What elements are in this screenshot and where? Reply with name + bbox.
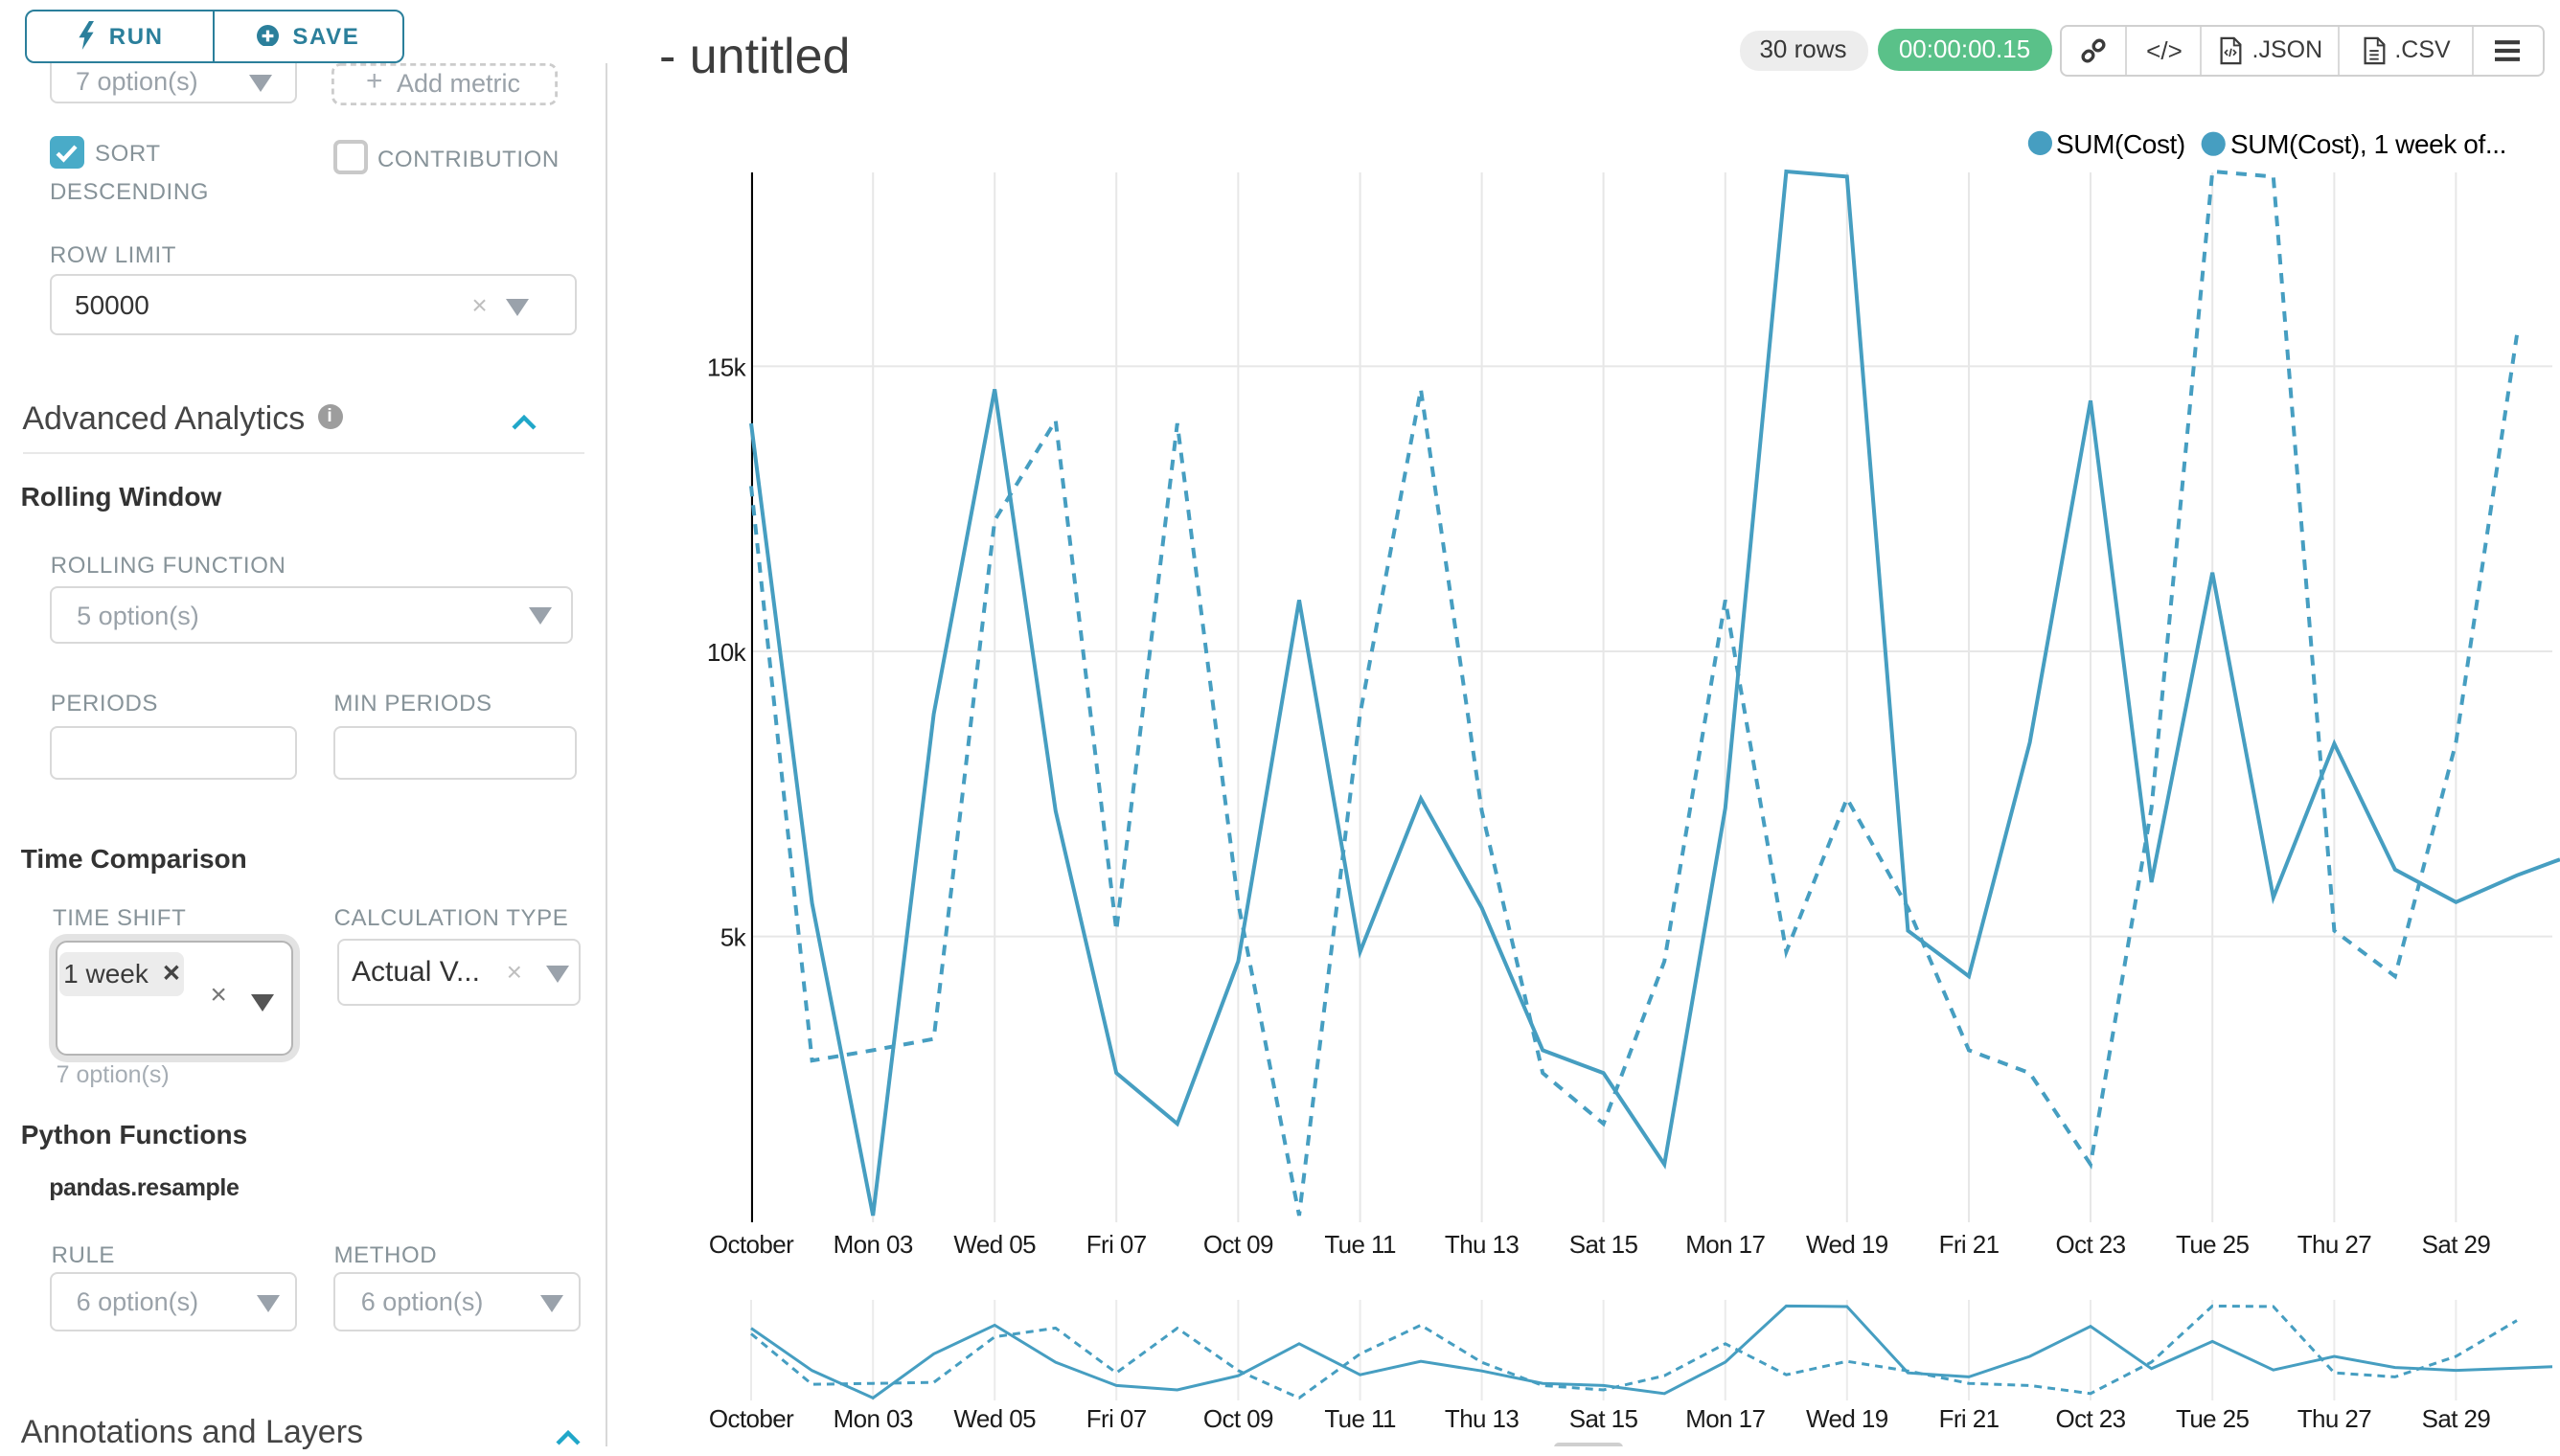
svg-text:Oct 09: Oct 09 (1203, 1404, 1273, 1433)
svg-text:Mon 03: Mon 03 (834, 1230, 913, 1259)
svg-text:Mon 03: Mon 03 (834, 1404, 913, 1433)
svg-text:Tue 11: Tue 11 (1324, 1404, 1396, 1433)
svg-text:5k: 5k (720, 923, 747, 952)
svg-text:Thu 27: Thu 27 (2297, 1230, 2371, 1259)
svg-text:Fri 21: Fri 21 (1939, 1404, 2000, 1433)
svg-text:Sat 29: Sat 29 (2422, 1404, 2491, 1433)
svg-text:Sat 29: Sat 29 (2422, 1230, 2491, 1259)
svg-text:Sat 15: Sat 15 (1569, 1404, 1638, 1433)
svg-text:Thu 13: Thu 13 (1445, 1230, 1519, 1259)
svg-text:Fri 07: Fri 07 (1086, 1404, 1147, 1433)
svg-text:Mon 17: Mon 17 (1685, 1230, 1765, 1259)
svg-text:Oct 09: Oct 09 (1203, 1230, 1273, 1259)
svg-text:Fri 21: Fri 21 (1939, 1230, 2000, 1259)
svg-text:Thu 13: Thu 13 (1445, 1404, 1519, 1433)
svg-text:Wed 19: Wed 19 (1806, 1230, 1888, 1259)
svg-text:Wed 19: Wed 19 (1806, 1404, 1888, 1433)
svg-text:Wed 05: Wed 05 (953, 1404, 1036, 1433)
svg-text:Fri 07: Fri 07 (1086, 1230, 1147, 1259)
svg-text:October: October (709, 1404, 794, 1433)
svg-text:Wed 05: Wed 05 (953, 1230, 1036, 1259)
svg-text:Oct 23: Oct 23 (2056, 1230, 2126, 1259)
svg-text:Tue 25: Tue 25 (2176, 1230, 2250, 1259)
svg-text:10k: 10k (707, 638, 747, 667)
svg-text:Oct 23: Oct 23 (2056, 1404, 2126, 1433)
svg-text:SUM(Cost), 1 week of...: SUM(Cost), 1 week of... (2230, 129, 2506, 159)
svg-text:15k: 15k (707, 353, 747, 381)
svg-text:Thu 27: Thu 27 (2297, 1404, 2371, 1433)
svg-text:Tue 11: Tue 11 (1324, 1230, 1396, 1259)
svg-text:SUM(Cost): SUM(Cost) (2056, 129, 2185, 159)
svg-text:Sat 15: Sat 15 (1569, 1230, 1638, 1259)
svg-text:Tue 25: Tue 25 (2176, 1404, 2250, 1433)
svg-text:Mon 17: Mon 17 (1685, 1404, 1765, 1433)
svg-text:October: October (709, 1230, 794, 1259)
